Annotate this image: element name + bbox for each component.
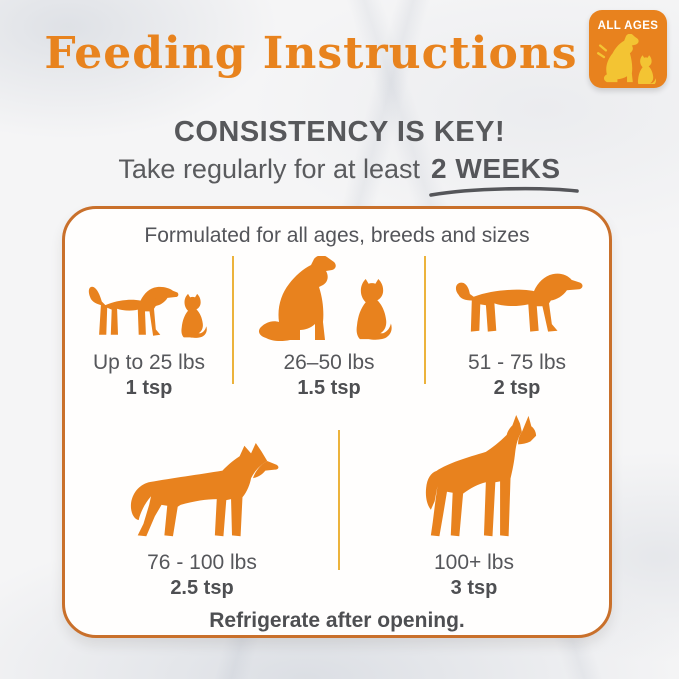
divider — [338, 430, 340, 571]
badge-label: ALL AGES — [597, 20, 659, 32]
icon-box — [123, 414, 281, 542]
subline-emphasis: 2 WEEKS — [429, 153, 579, 197]
headline: CONSISTENCY IS KEY! — [173, 116, 506, 148]
divider — [424, 256, 426, 384]
medium-dog-icon — [455, 273, 583, 332]
cell-26-50-lbs: 26–50 lbs 1.5 tsp — [234, 254, 424, 400]
cell-100-plus-lbs: 100+ lbs 3 tsp — [340, 414, 608, 600]
hand-drawn-underline — [429, 186, 579, 197]
panel-heading: Formulated for all ages, breeds and size… — [144, 224, 530, 247]
dose-label: 3 tsp — [450, 577, 498, 600]
cell-51-75-lbs: 51 - 75 lbs 2 tsp — [426, 254, 608, 400]
icon-box — [254, 254, 404, 342]
dose-label: 2 tsp — [493, 377, 541, 400]
weight-label: Up to 25 lbs — [92, 351, 206, 374]
icon-box — [451, 254, 583, 342]
small-dog-and-cat-icon — [88, 286, 207, 338]
weight-label: 76 - 100 lbs — [147, 551, 257, 575]
subline: Take regularly for at least 2 WEEKS — [0, 153, 679, 197]
subline-prefix: Take regularly for at least — [118, 154, 421, 184]
page-title: Feeding Instructions — [44, 28, 578, 79]
dose-label: 1.5 tsp — [297, 377, 361, 400]
weight-label: 100+ lbs — [434, 551, 514, 575]
dose-label: 2.5 tsp — [170, 577, 234, 600]
panel-footer: Refrigerate after opening. — [209, 609, 465, 633]
subline-emphasis-text: 2 WEEKS — [431, 153, 561, 184]
shepherd-dog-icon — [130, 443, 279, 537]
icon-box — [82, 254, 217, 342]
divider — [232, 256, 234, 384]
weight-label: 26–50 lbs — [283, 351, 375, 374]
great-dane-dog-icon — [425, 415, 537, 537]
feeding-chart-panel: Formulated for all ages, breeds and size… — [62, 206, 612, 638]
weight-row-2: 76 - 100 lbs 2.5 tsp 100+ lbs 3 tsp — [65, 414, 609, 600]
cell-up-to-25-lbs: Up to 25 lbs 1 tsp — [66, 254, 232, 400]
cell-76-100-lbs: 76 - 100 lbs 2.5 tsp — [66, 414, 338, 600]
icon-box — [410, 414, 538, 542]
all-ages-badge: ALL AGES — [589, 10, 667, 88]
weight-row-1: Up to 25 lbs 1 tsp 26–50 lbs 1.5 tsp — [65, 254, 609, 400]
weight-label: 51 - 75 lbs — [467, 351, 567, 374]
dog-and-cat-icon — [597, 34, 656, 84]
dose-label: 1 tsp — [125, 377, 173, 400]
sitting-dog-and-cat-icon — [258, 256, 392, 342]
